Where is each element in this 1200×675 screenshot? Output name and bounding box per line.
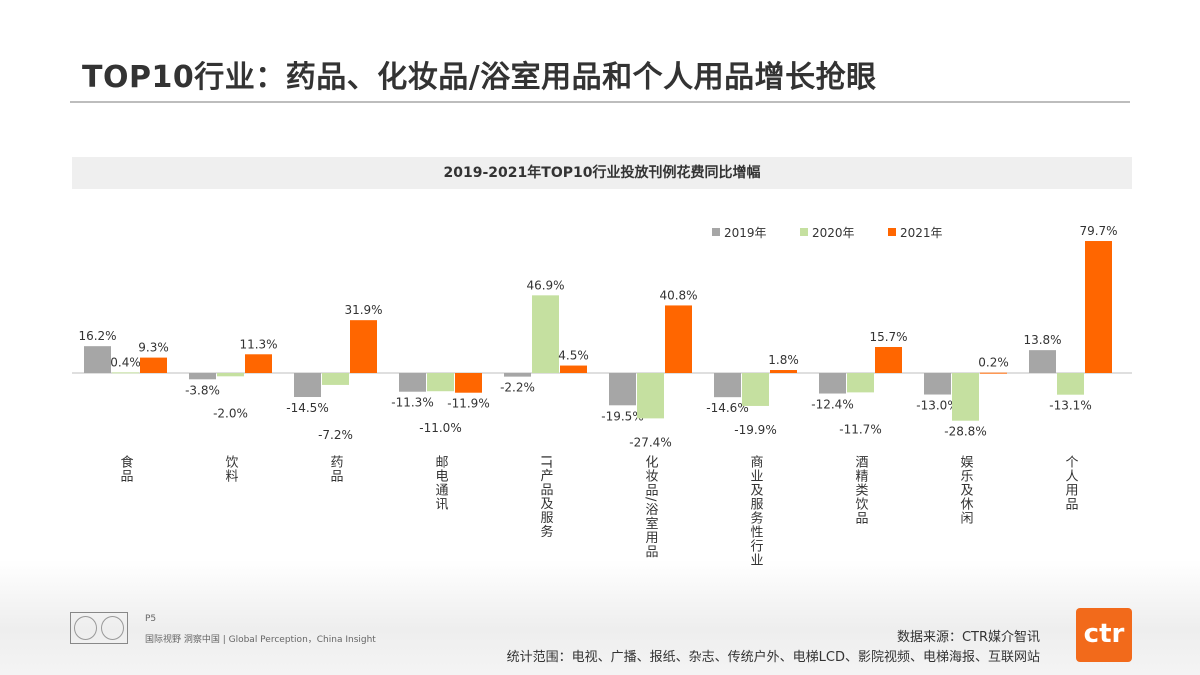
data-label: -12.4% — [811, 398, 853, 412]
data-label: 0.2% — [978, 356, 1009, 370]
data-label: -13.1% — [1049, 399, 1091, 413]
bar-2021年 — [1085, 241, 1112, 373]
data-label: -11.3% — [391, 396, 433, 410]
bar-2021年 — [560, 365, 587, 373]
title-divider — [70, 101, 1130, 103]
category-label: 商业及服务性行业 — [747, 455, 763, 567]
bar-2021年 — [455, 373, 482, 393]
bar-2019年 — [399, 373, 426, 392]
bar-2019年 — [189, 373, 216, 380]
bar-2019年 — [504, 373, 531, 377]
data-scope: 统计范围：电视、广播、报纸、杂志、传统户外、电梯LCD、影院视频、电梯海报、互联… — [506, 650, 1040, 665]
data-label: 1.8% — [768, 353, 799, 367]
legend-swatch — [888, 228, 896, 236]
bar-2021年 — [140, 357, 167, 373]
bar-2019年 — [294, 373, 321, 398]
data-label: 31.9% — [344, 303, 382, 317]
category-label: 个人用品 — [1062, 455, 1078, 511]
bar-2020年 — [532, 295, 559, 373]
data-label: 9.3% — [138, 341, 169, 355]
data-source: 数据来源：CTR媒介智讯 — [896, 630, 1040, 645]
bar-2021年 — [665, 305, 692, 373]
data-label: 13.8% — [1023, 333, 1061, 347]
data-label: 46.9% — [526, 278, 564, 292]
data-label: 40.8% — [659, 288, 697, 302]
bar-2021年 — [980, 372, 1007, 374]
data-label: 4.5% — [558, 349, 589, 363]
page-number: P5 — [145, 614, 157, 624]
bar-2019年 — [714, 373, 741, 398]
tagline: 国际视野 洞察中国 | Global Perception，China Insi… — [145, 635, 376, 645]
bar-2020年 — [322, 373, 349, 385]
bar-2020年 — [427, 373, 454, 392]
data-label: -11.0% — [419, 421, 461, 435]
bar-2020年 — [1057, 373, 1084, 395]
bar-2019年 — [84, 346, 111, 373]
data-label: -11.7% — [839, 422, 881, 436]
data-label: 15.7% — [869, 330, 907, 344]
data-label: 16.2% — [78, 329, 116, 343]
data-label: -14.5% — [286, 401, 328, 415]
data-label: -27.4% — [629, 435, 671, 449]
bar-2019年 — [1029, 350, 1056, 373]
bar-2019年 — [924, 373, 951, 395]
chart-title: 2019-2021年TOP10行业投放刊例花费同比增幅 — [72, 157, 1132, 189]
data-label: 0.4% — [110, 355, 141, 369]
category-label: 饮料 — [222, 455, 238, 483]
legend-swatch — [712, 228, 720, 236]
data-label: 11.3% — [239, 337, 277, 351]
legend-label: 2019年 — [724, 226, 767, 240]
bar-2020年 — [637, 373, 664, 419]
category-label: 酒精类饮品 — [852, 455, 868, 525]
category-label: 娱乐及休闲 — [957, 455, 973, 525]
legend-label: 2021年 — [900, 226, 943, 240]
data-label: -19.5% — [601, 409, 643, 423]
data-label: 79.7% — [1079, 224, 1117, 238]
bar-2021年 — [875, 347, 902, 373]
category-label: 药品 — [327, 455, 343, 483]
bar-2021年 — [350, 320, 377, 373]
bar-2021年 — [245, 354, 272, 373]
data-label: -28.8% — [944, 425, 986, 439]
legend-swatch — [800, 228, 808, 236]
bar-2020年 — [952, 373, 979, 421]
data-label: -11.9% — [447, 397, 489, 411]
data-label: -7.2% — [318, 428, 353, 442]
certification-logo — [70, 612, 128, 644]
data-label: -2.0% — [213, 406, 248, 420]
bar-2020年 — [217, 373, 244, 377]
data-label: -2.2% — [500, 381, 535, 395]
footer-background — [0, 560, 1200, 675]
category-label: IT产品及服务 — [537, 455, 553, 539]
bar-2021年 — [770, 370, 797, 373]
data-label: -14.6% — [706, 401, 748, 415]
category-label: 食品 — [117, 455, 133, 483]
category-label: 化妆品/浴室用品 — [642, 455, 658, 559]
ctr-logo: ctr — [1076, 608, 1132, 662]
bar-2020年 — [112, 372, 139, 374]
bar-2020年 — [742, 373, 769, 406]
data-label: -13.0% — [916, 399, 958, 413]
data-label: -3.8% — [185, 383, 220, 397]
legend-label: 2020年 — [812, 226, 855, 240]
page-title: TOP10行业：药品、化妆品/浴室用品和个人用品增长抢眼 — [82, 60, 877, 95]
bar-2019年 — [609, 373, 636, 406]
data-label: -19.9% — [734, 423, 776, 437]
category-label: 邮电通讯 — [432, 455, 448, 511]
bar-2019年 — [819, 373, 846, 394]
bar-2020年 — [847, 373, 874, 393]
